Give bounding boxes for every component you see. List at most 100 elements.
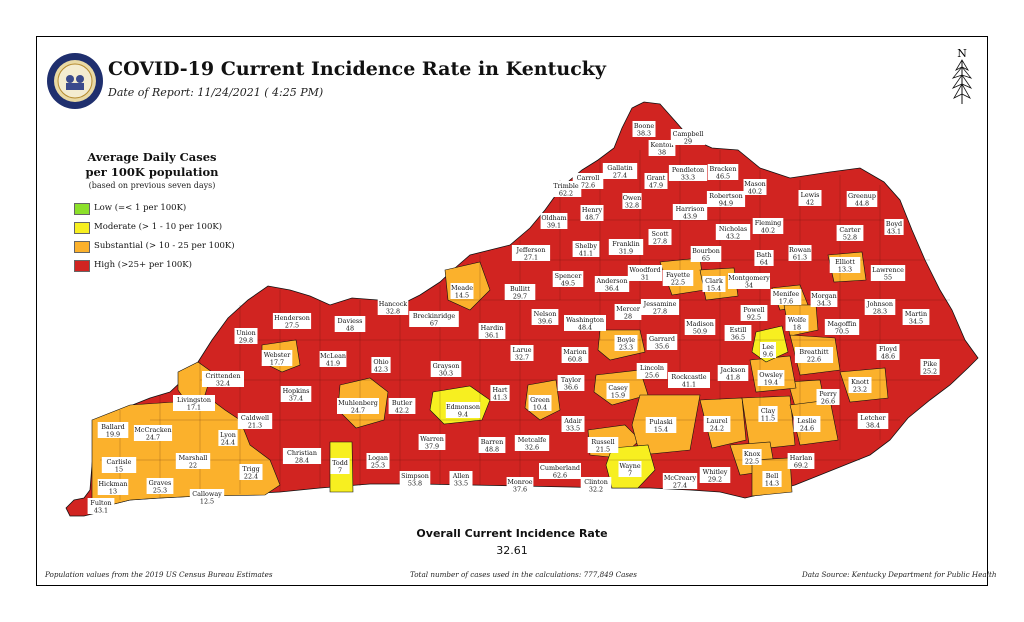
county-rate: 32.8 xyxy=(625,202,639,210)
county-name: Mercer xyxy=(616,305,641,313)
county-label-box xyxy=(377,299,409,315)
county-name: Owen xyxy=(623,194,642,202)
county-name: Robertson xyxy=(709,192,742,200)
county-name: Hickman xyxy=(98,480,127,488)
county-name: Shelby xyxy=(575,242,597,250)
county-name: Lee xyxy=(762,343,774,351)
county-name: Franklin xyxy=(612,240,640,248)
county-label-box xyxy=(728,273,770,289)
county-label-box xyxy=(707,164,739,180)
county-name: Martin xyxy=(905,310,927,318)
county-label-box xyxy=(618,461,642,477)
legend-item-substantial: Substantial (> 10 - 25 per 100K) xyxy=(62,238,262,256)
county-label-box xyxy=(418,434,446,450)
county-name: Fleming xyxy=(755,219,782,227)
substantial-region-19 xyxy=(741,395,796,451)
county-rate: 29.2 xyxy=(708,476,722,484)
county-label-box xyxy=(787,453,815,469)
county-name: McCracken xyxy=(134,426,171,434)
county-name: Graves xyxy=(149,479,172,487)
county-rate: 32.4 xyxy=(216,380,230,388)
county-label-box xyxy=(539,463,581,479)
county-rate: 33.3 xyxy=(681,174,695,182)
county-rate: 37.9 xyxy=(425,443,439,451)
county-rate: 41.1 xyxy=(579,250,593,258)
legend-item-moderate: Moderate (> 1 - 10 per 100K) xyxy=(62,219,262,237)
map-title: COVID-19 Current Incidence Rate in Kentu… xyxy=(108,58,606,80)
county-rate: 39.1 xyxy=(547,222,561,230)
county-label-box xyxy=(540,213,568,229)
county-label-box xyxy=(319,351,347,367)
county-name: Woodford xyxy=(629,266,660,274)
county-label-box xyxy=(754,250,774,266)
county-label-box xyxy=(202,371,244,387)
county-rate: 41.9 xyxy=(326,360,340,368)
footer-population-note: Population values from the 2019 US Censu… xyxy=(45,570,273,579)
county-name: McLean xyxy=(320,352,346,360)
county-name: Lawrence xyxy=(872,266,904,274)
legend-title-line1: Average Daily Cases xyxy=(87,150,217,164)
county-label-box xyxy=(702,276,726,292)
county-rate: 23.3 xyxy=(619,344,633,352)
county-label-box xyxy=(587,437,619,453)
county-rate: 46.5 xyxy=(716,173,730,181)
county-name: Bath xyxy=(756,251,771,259)
county-label-box xyxy=(337,398,379,414)
county-rate: 12.5 xyxy=(200,498,214,506)
county-name: Butler xyxy=(392,399,413,407)
county-rate: 14.5 xyxy=(455,292,469,300)
county-label-box xyxy=(280,386,312,402)
county-rate: 28 xyxy=(624,313,632,321)
county-label-box xyxy=(884,219,904,235)
county-name: Anderson xyxy=(596,277,628,285)
county-rate: 27.1 xyxy=(524,254,538,262)
county-name: Campbell xyxy=(673,130,704,138)
county-rate: 25.3 xyxy=(371,462,385,470)
legend-item-high: High (>25+ per 100K) xyxy=(62,257,262,275)
county-rate: 38.4 xyxy=(866,422,880,430)
county-rate: 40.2 xyxy=(761,227,775,235)
county-label-box xyxy=(445,402,481,418)
county-label-box xyxy=(684,319,716,335)
county-name: Spencer xyxy=(555,272,583,280)
county-name: Whitley xyxy=(703,468,728,476)
north-arrow-icon: N xyxy=(951,47,973,104)
county-rate: 43.2 xyxy=(726,233,740,241)
county-label-box xyxy=(645,417,677,433)
county-name: Carroll xyxy=(577,174,600,182)
county-name: Wayne xyxy=(619,462,641,470)
county-name: Nelson xyxy=(534,310,557,318)
kentucky-seal-icon xyxy=(47,53,103,109)
county-label-box xyxy=(550,181,582,197)
county-label-box xyxy=(757,370,785,386)
county-label-box xyxy=(580,205,604,221)
county-name: Hart xyxy=(492,386,507,394)
county-rate: 48.8 xyxy=(485,446,499,454)
